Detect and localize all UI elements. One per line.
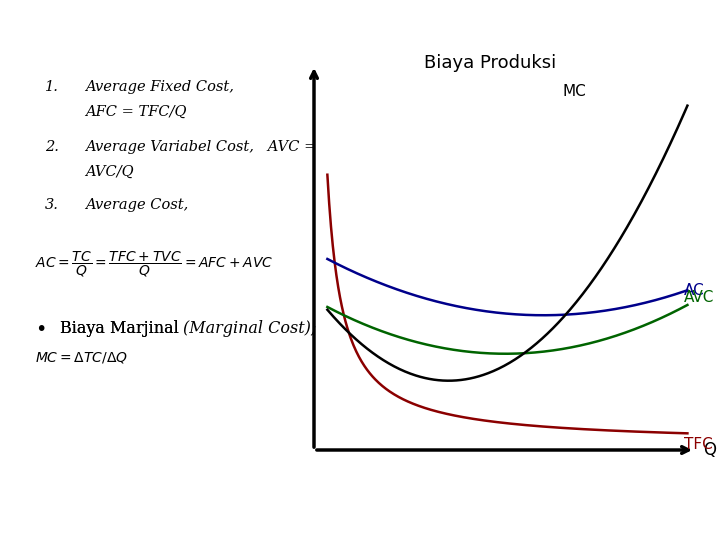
Text: Average Fixed Cost,: Average Fixed Cost, (85, 80, 234, 94)
Text: Biaya Marjinal: Biaya Marjinal (60, 320, 184, 337)
Text: Biaya Produksi: Biaya Produksi (424, 54, 556, 72)
Text: MC: MC (562, 84, 586, 99)
Text: $AC = \dfrac{TC}{Q} = \dfrac{TFC + TVC}{Q} = AFC + AVC$: $AC = \dfrac{TC}{Q} = \dfrac{TFC + TVC}{… (35, 250, 274, 279)
Text: Biaya Marjinal: Biaya Marjinal (60, 320, 184, 337)
Text: 1.: 1. (45, 80, 59, 94)
Text: $MC = \Delta TC/ \Delta Q$: $MC = \Delta TC/ \Delta Q$ (35, 350, 128, 365)
Text: AVC: AVC (683, 290, 714, 305)
Text: AVC/Q: AVC/Q (85, 165, 134, 179)
Text: Average Variabel Cost,   AVC =: Average Variabel Cost, AVC = (85, 140, 316, 154)
Text: 3.: 3. (45, 198, 59, 212)
Text: 2.: 2. (45, 140, 59, 154)
Text: AC: AC (683, 283, 704, 298)
Text: AFC = TFC/Q: AFC = TFC/Q (85, 105, 186, 119)
Text: Average Cost,: Average Cost, (85, 198, 188, 212)
Text: Q: Q (703, 441, 716, 459)
Text: (Marginal Cost);: (Marginal Cost); (183, 320, 316, 337)
Text: TFC: TFC (683, 437, 712, 453)
Text: •: • (35, 320, 46, 339)
